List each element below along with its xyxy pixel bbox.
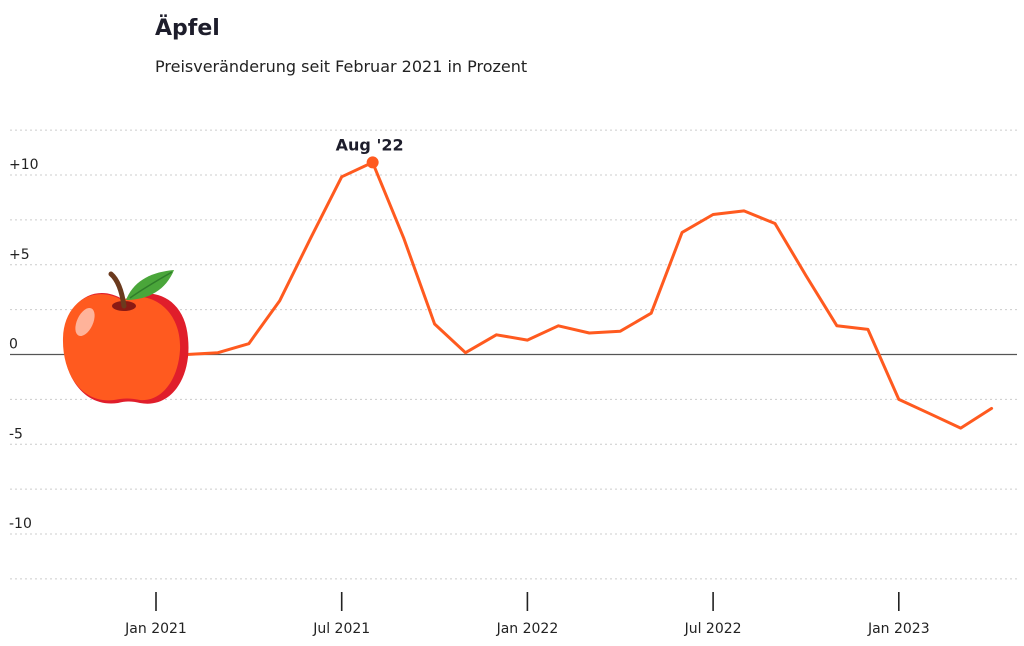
peak-marker [366,156,379,169]
y-tick-label: -5 [9,426,23,442]
y-tick-label: 0 [9,337,18,353]
series-line [185,160,994,430]
x-tick-label: Jan 2023 [867,621,930,637]
peak-label: Aug '22 [336,135,404,154]
chart-subtitle: Preisveränderung seit Februar 2021 in Pr… [155,57,528,76]
annotation-layer: Aug '22 [336,135,404,169]
chart-title: Äpfel [155,16,220,41]
y-tick-label: -10 [9,516,32,532]
y-tick-label: +5 [9,247,30,263]
apple-icon [62,270,189,404]
x-tick-label: Jan 2022 [496,621,559,637]
y-axis: +10 +5 0 -5 -10 [9,157,39,532]
x-tick-label: Jul 2022 [684,621,742,637]
x-tick-label: Jul 2021 [312,621,370,637]
x-tick-label: Jan 2021 [124,621,187,637]
x-axis: Jan 2021 Jul 2021 Jan 2022 Jul 2022 Jan 2023 [124,592,930,637]
series-layer [185,160,994,430]
y-tick-label: +10 [9,157,39,173]
